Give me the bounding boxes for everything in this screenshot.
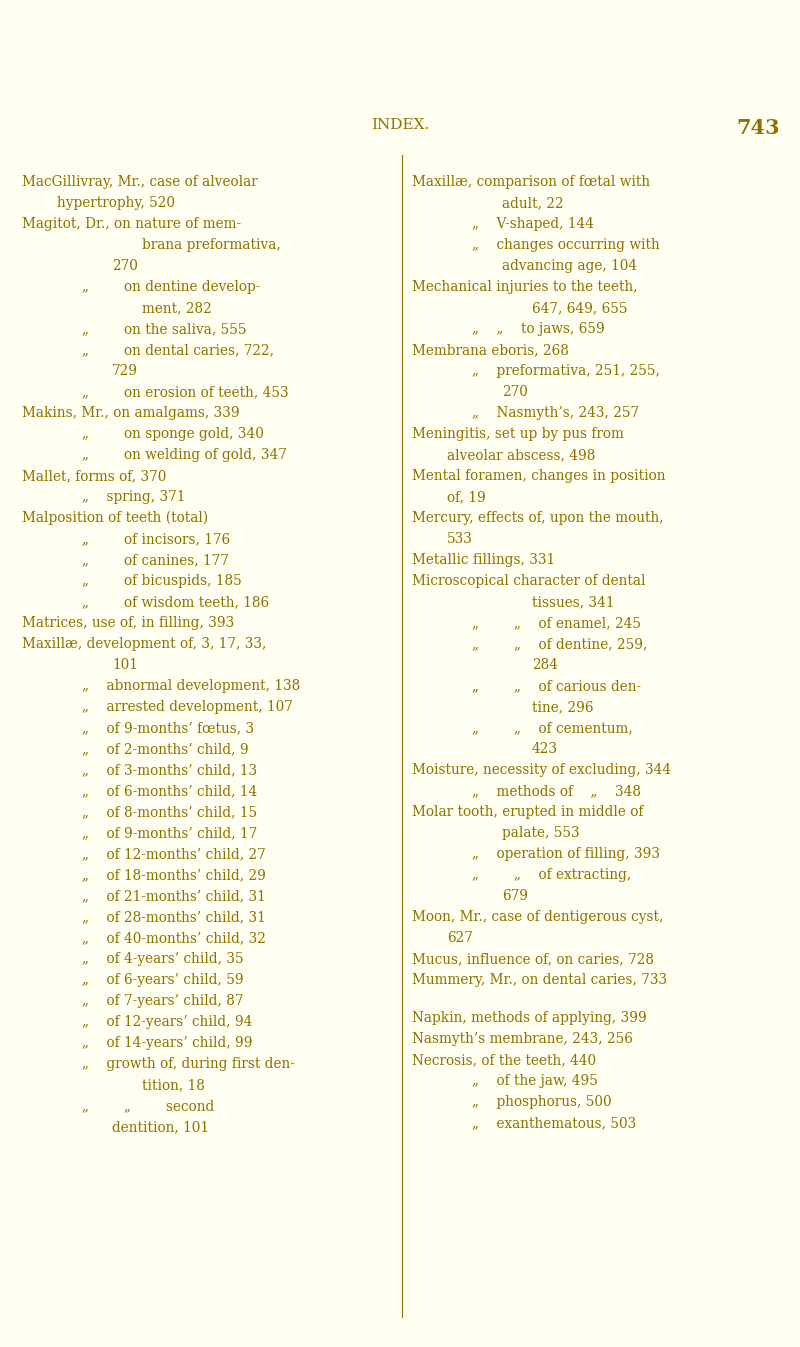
Text: „    of the jaw, 495: „ of the jaw, 495 — [472, 1074, 598, 1088]
Text: „    arrested development, 107: „ arrested development, 107 — [82, 700, 293, 714]
Text: „    preformativa, 251, 255,: „ preformativa, 251, 255, — [472, 364, 660, 379]
Text: Nasmyth’s membrane, 243, 256: Nasmyth’s membrane, 243, 256 — [412, 1032, 633, 1045]
Text: advancing age, 104: advancing age, 104 — [502, 259, 637, 273]
Text: palate, 553: palate, 553 — [502, 826, 580, 841]
Text: „        „    of extracting,: „ „ of extracting, — [472, 867, 631, 882]
Text: dentition, 101: dentition, 101 — [112, 1119, 209, 1134]
Text: „    methods of    „    348: „ methods of „ 348 — [472, 784, 641, 797]
Text: „    „    to jaws, 659: „ „ to jaws, 659 — [472, 322, 605, 335]
Text: „    of 6-years’ child, 59: „ of 6-years’ child, 59 — [82, 973, 244, 987]
Text: „    of 7-years’ child, 87: „ of 7-years’ child, 87 — [82, 994, 243, 1008]
Text: 101: 101 — [112, 657, 138, 672]
Text: „    of 14-years’ child, 99: „ of 14-years’ child, 99 — [82, 1036, 253, 1051]
Text: 743: 743 — [736, 119, 780, 137]
Text: 423: 423 — [532, 742, 558, 756]
Text: Mechanical injuries to the teeth,: Mechanical injuries to the teeth, — [412, 280, 638, 294]
Text: „        on dental caries, 722,: „ on dental caries, 722, — [82, 343, 274, 357]
Text: Maxillæ, comparison of fœtal with: Maxillæ, comparison of fœtal with — [412, 175, 650, 189]
Text: „        of bicuspids, 185: „ of bicuspids, 185 — [82, 574, 242, 589]
Text: „    abnormal development, 138: „ abnormal development, 138 — [82, 679, 300, 692]
Text: Malposition of teeth (total): Malposition of teeth (total) — [22, 511, 208, 525]
Text: „    of 9-months’ child, 17: „ of 9-months’ child, 17 — [82, 826, 258, 841]
Text: tition, 18: tition, 18 — [142, 1078, 205, 1092]
Text: tissues, 341: tissues, 341 — [532, 595, 614, 609]
Text: 270: 270 — [502, 385, 528, 399]
Text: „    of 9-months’ fœtus, 3: „ of 9-months’ fœtus, 3 — [82, 721, 254, 735]
Text: „    of 4-years’ child, 35: „ of 4-years’ child, 35 — [82, 952, 244, 966]
Text: 627: 627 — [447, 931, 473, 946]
Text: Metallic fillings, 331: Metallic fillings, 331 — [412, 554, 555, 567]
Text: Mucus, influence of, on caries, 728: Mucus, influence of, on caries, 728 — [412, 952, 654, 966]
Text: ment, 282: ment, 282 — [142, 300, 212, 315]
Text: tine, 296: tine, 296 — [532, 700, 594, 714]
Text: adult, 22: adult, 22 — [502, 197, 564, 210]
Text: „    of 12-months’ child, 27: „ of 12-months’ child, 27 — [82, 847, 266, 861]
Text: „        of canines, 177: „ of canines, 177 — [82, 554, 229, 567]
Text: „    changes occurring with: „ changes occurring with — [472, 238, 660, 252]
Text: „        „    of enamel, 245: „ „ of enamel, 245 — [472, 616, 641, 630]
Text: Membrana eboris, 268: Membrana eboris, 268 — [412, 343, 569, 357]
Text: „    operation of filling, 393: „ operation of filling, 393 — [472, 847, 660, 861]
Text: Mental foramen, changes in position: Mental foramen, changes in position — [412, 469, 666, 484]
Text: „        „        second: „ „ second — [82, 1099, 214, 1113]
Text: „        on erosion of teeth, 453: „ on erosion of teeth, 453 — [82, 385, 289, 399]
Text: „    of 28-months’ child, 31: „ of 28-months’ child, 31 — [82, 911, 266, 924]
Text: Makins, Mr., on amalgams, 339: Makins, Mr., on amalgams, 339 — [22, 405, 240, 420]
Text: 270: 270 — [112, 259, 138, 273]
Text: MacGillivray, Mr., case of alveolar: MacGillivray, Mr., case of alveolar — [22, 175, 258, 189]
Text: of, 19: of, 19 — [447, 490, 486, 504]
Text: „    of 18-months’ child, 29: „ of 18-months’ child, 29 — [82, 867, 266, 882]
Text: „        on welding of gold, 347: „ on welding of gold, 347 — [82, 449, 287, 462]
Text: Mercury, effects of, upon the mouth,: Mercury, effects of, upon the mouth, — [412, 511, 664, 525]
Text: „    of 12-years’ child, 94: „ of 12-years’ child, 94 — [82, 1016, 252, 1029]
Text: Mummery, Mr., on dental caries, 733: Mummery, Mr., on dental caries, 733 — [412, 973, 667, 987]
Text: 647, 649, 655: 647, 649, 655 — [532, 300, 627, 315]
Text: „    Nasmyth’s, 243, 257: „ Nasmyth’s, 243, 257 — [472, 405, 639, 420]
Text: „    phosphorus, 500: „ phosphorus, 500 — [472, 1095, 612, 1109]
Text: brana preformativa,: brana preformativa, — [142, 238, 281, 252]
Text: Microscopical character of dental: Microscopical character of dental — [412, 574, 646, 589]
Text: „        „    of dentine, 259,: „ „ of dentine, 259, — [472, 637, 647, 651]
Text: „    of 21-months’ child, 31: „ of 21-months’ child, 31 — [82, 889, 266, 902]
Text: Molar tooth, erupted in middle of: Molar tooth, erupted in middle of — [412, 806, 643, 819]
Text: „    spring, 371: „ spring, 371 — [82, 490, 186, 504]
Text: „        „    of cementum,: „ „ of cementum, — [472, 721, 633, 735]
Text: Mallet, forms of, 370: Mallet, forms of, 370 — [22, 469, 166, 484]
Text: „    exanthematous, 503: „ exanthematous, 503 — [472, 1115, 636, 1130]
Text: 729: 729 — [112, 364, 138, 379]
Text: Moisture, necessity of excluding, 344: Moisture, necessity of excluding, 344 — [412, 762, 671, 777]
Text: „        on dentine develop-: „ on dentine develop- — [82, 280, 260, 294]
Text: „        of wisdom teeth, 186: „ of wisdom teeth, 186 — [82, 595, 269, 609]
Text: INDEX.: INDEX. — [371, 119, 429, 132]
Text: „        „    of carious den-: „ „ of carious den- — [472, 679, 641, 692]
Text: „    of 40-months’ child, 32: „ of 40-months’ child, 32 — [82, 931, 266, 946]
Text: „    of 3-months’ child, 13: „ of 3-months’ child, 13 — [82, 762, 257, 777]
Text: 679: 679 — [502, 889, 528, 902]
Text: 533: 533 — [447, 532, 473, 546]
Text: hypertrophy, 520: hypertrophy, 520 — [57, 197, 175, 210]
Text: 284: 284 — [532, 657, 558, 672]
Text: „    of 6-months’ child, 14: „ of 6-months’ child, 14 — [82, 784, 258, 797]
Text: „        on the saliva, 555: „ on the saliva, 555 — [82, 322, 246, 335]
Text: „        on sponge gold, 340: „ on sponge gold, 340 — [82, 427, 264, 440]
Text: Maxillæ, development of, 3, 17, 33,: Maxillæ, development of, 3, 17, 33, — [22, 637, 266, 651]
Text: Moon, Mr., case of dentigerous cyst,: Moon, Mr., case of dentigerous cyst, — [412, 911, 663, 924]
Text: Napkin, methods of applying, 399: Napkin, methods of applying, 399 — [412, 1010, 646, 1025]
Text: Necrosis, of the teeth, 440: Necrosis, of the teeth, 440 — [412, 1053, 596, 1067]
Text: Magitot, Dr., on nature of mem-: Magitot, Dr., on nature of mem- — [22, 217, 241, 230]
Text: Meningitis, set up by pus from: Meningitis, set up by pus from — [412, 427, 624, 440]
Text: „    V-shaped, 144: „ V-shaped, 144 — [472, 217, 594, 230]
Text: „    of 8-months’ child, 15: „ of 8-months’ child, 15 — [82, 806, 257, 819]
Text: „    growth of, during first den-: „ growth of, during first den- — [82, 1057, 295, 1071]
Text: Matrices, use of, in filling, 393: Matrices, use of, in filling, 393 — [22, 616, 234, 630]
Text: „    of 2-months’ child, 9: „ of 2-months’ child, 9 — [82, 742, 249, 756]
Text: „        of incisors, 176: „ of incisors, 176 — [82, 532, 230, 546]
Text: alveolar abscess, 498: alveolar abscess, 498 — [447, 449, 595, 462]
